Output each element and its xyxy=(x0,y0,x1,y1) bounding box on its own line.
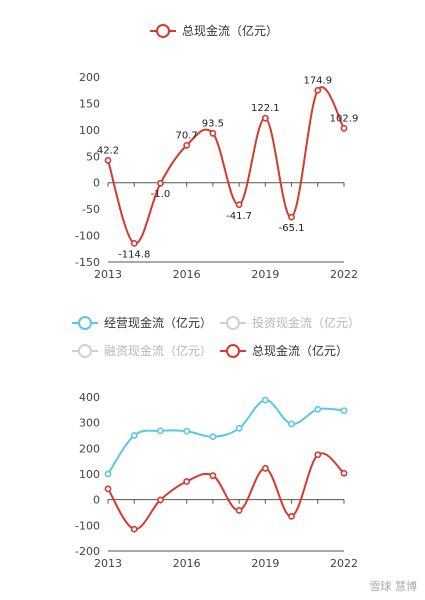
data-label: -1.0 xyxy=(151,189,171,200)
y-tick-label: 400 xyxy=(79,391,100,404)
y-tick-label: 150 xyxy=(79,97,100,110)
data-point[interactable] xyxy=(130,432,138,439)
x-tick-label: 2019 xyxy=(251,268,279,281)
data-point[interactable] xyxy=(235,201,243,209)
legend-label: 总现金流（亿元） xyxy=(182,24,279,38)
data-point[interactable] xyxy=(157,496,164,504)
y-tick-label: -150 xyxy=(75,256,100,269)
legend-item-total-cashflow-2[interactable]: 总现金流（亿元） xyxy=(220,342,348,359)
legend-label: 融资现金流（亿元） xyxy=(104,344,213,358)
y-tick-label: 0 xyxy=(93,494,100,507)
data-point[interactable] xyxy=(340,407,348,415)
data-label: -65.1 xyxy=(279,223,305,234)
data-label: 174.9 xyxy=(303,75,332,86)
legend-swatch xyxy=(72,343,98,358)
data-label: -114.8 xyxy=(118,249,150,260)
data-point[interactable] xyxy=(157,179,164,187)
y-tick-label: 50 xyxy=(86,150,100,163)
x-tick-label: 2016 xyxy=(173,268,201,281)
x-tick-label: 2016 xyxy=(173,557,201,570)
y-tick-label: 300 xyxy=(79,417,100,430)
data-point[interactable] xyxy=(288,420,295,428)
y-tick-label: 0 xyxy=(93,177,100,190)
data-point[interactable] xyxy=(288,512,295,520)
legend-item-financing-cashflow[interactable]: 融资现金流（亿元） xyxy=(72,342,212,359)
data-label: 42.2 xyxy=(97,145,119,156)
x-tick-label: 2013 xyxy=(94,268,122,281)
data-point[interactable] xyxy=(209,129,217,137)
legend-label: 经营现金流（亿元） xyxy=(104,316,213,330)
data-point[interactable] xyxy=(209,472,217,480)
data-label: 70.7 xyxy=(176,130,198,141)
data-point[interactable] xyxy=(104,157,112,164)
legend-swatch xyxy=(72,315,98,330)
data-point[interactable] xyxy=(130,525,138,533)
x-tick-label: 2019 xyxy=(251,557,279,570)
data-point[interactable] xyxy=(104,485,112,493)
data-point[interactable] xyxy=(183,427,191,435)
data-point[interactable] xyxy=(261,396,269,404)
data-point[interactable] xyxy=(288,213,295,221)
data-label: 93.5 xyxy=(202,118,224,129)
data-point[interactable] xyxy=(340,124,348,132)
x-tick-label: 2022 xyxy=(330,268,358,281)
data-point[interactable] xyxy=(235,424,243,432)
series-line xyxy=(107,399,345,475)
data-point[interactable] xyxy=(340,469,348,477)
legend-label: 投资现金流（亿元） xyxy=(252,316,361,330)
legend-swatch xyxy=(220,343,246,358)
series-line xyxy=(107,452,345,531)
y-tick-label: -100 xyxy=(75,519,100,532)
data-point[interactable] xyxy=(157,427,164,435)
data-point[interactable] xyxy=(209,433,217,441)
data-label: 102.9 xyxy=(330,113,359,124)
legend-item-investing-cashflow[interactable]: 投资现金流（亿元） xyxy=(220,314,360,331)
x-tick-label: 2013 xyxy=(94,557,122,570)
y-tick-label: 100 xyxy=(79,124,100,137)
y-tick-label: 200 xyxy=(79,442,100,455)
y-tick-label: 200 xyxy=(79,71,100,84)
data-point[interactable] xyxy=(261,464,269,472)
legend-swatch xyxy=(220,315,246,330)
data-point[interactable] xyxy=(183,141,191,149)
y-tick-label: -50 xyxy=(82,203,100,216)
y-tick-label: -100 xyxy=(75,230,100,243)
data-point[interactable] xyxy=(314,405,322,413)
data-point[interactable] xyxy=(104,470,112,478)
legend-item-total-cashflow[interactable]: 总现金流（亿元） xyxy=(150,22,278,39)
data-label: 122.1 xyxy=(251,103,280,114)
data-point[interactable] xyxy=(235,506,243,514)
legend-label: 总现金流（亿元） xyxy=(252,344,349,358)
legend-swatch xyxy=(150,23,176,38)
data-point[interactable] xyxy=(261,114,269,122)
x-tick-label: 2022 xyxy=(330,557,358,570)
watermark: 雪球 慧博 xyxy=(369,580,418,593)
legend-item-operating-cashflow[interactable]: 经营现金流（亿元） xyxy=(72,314,212,331)
chart-total-cashflow: -150 -100 -50 0 50 100 150 200 2013 2016 2019 2022 4… xyxy=(75,71,359,281)
data-point[interactable] xyxy=(183,478,191,485)
y-tick-label: -200 xyxy=(75,545,100,558)
data-point[interactable] xyxy=(314,451,322,459)
data-point[interactable] xyxy=(130,239,138,247)
data-point[interactable] xyxy=(314,86,322,94)
y-tick-label: 100 xyxy=(79,468,100,481)
data-label: -41.7 xyxy=(226,211,252,222)
